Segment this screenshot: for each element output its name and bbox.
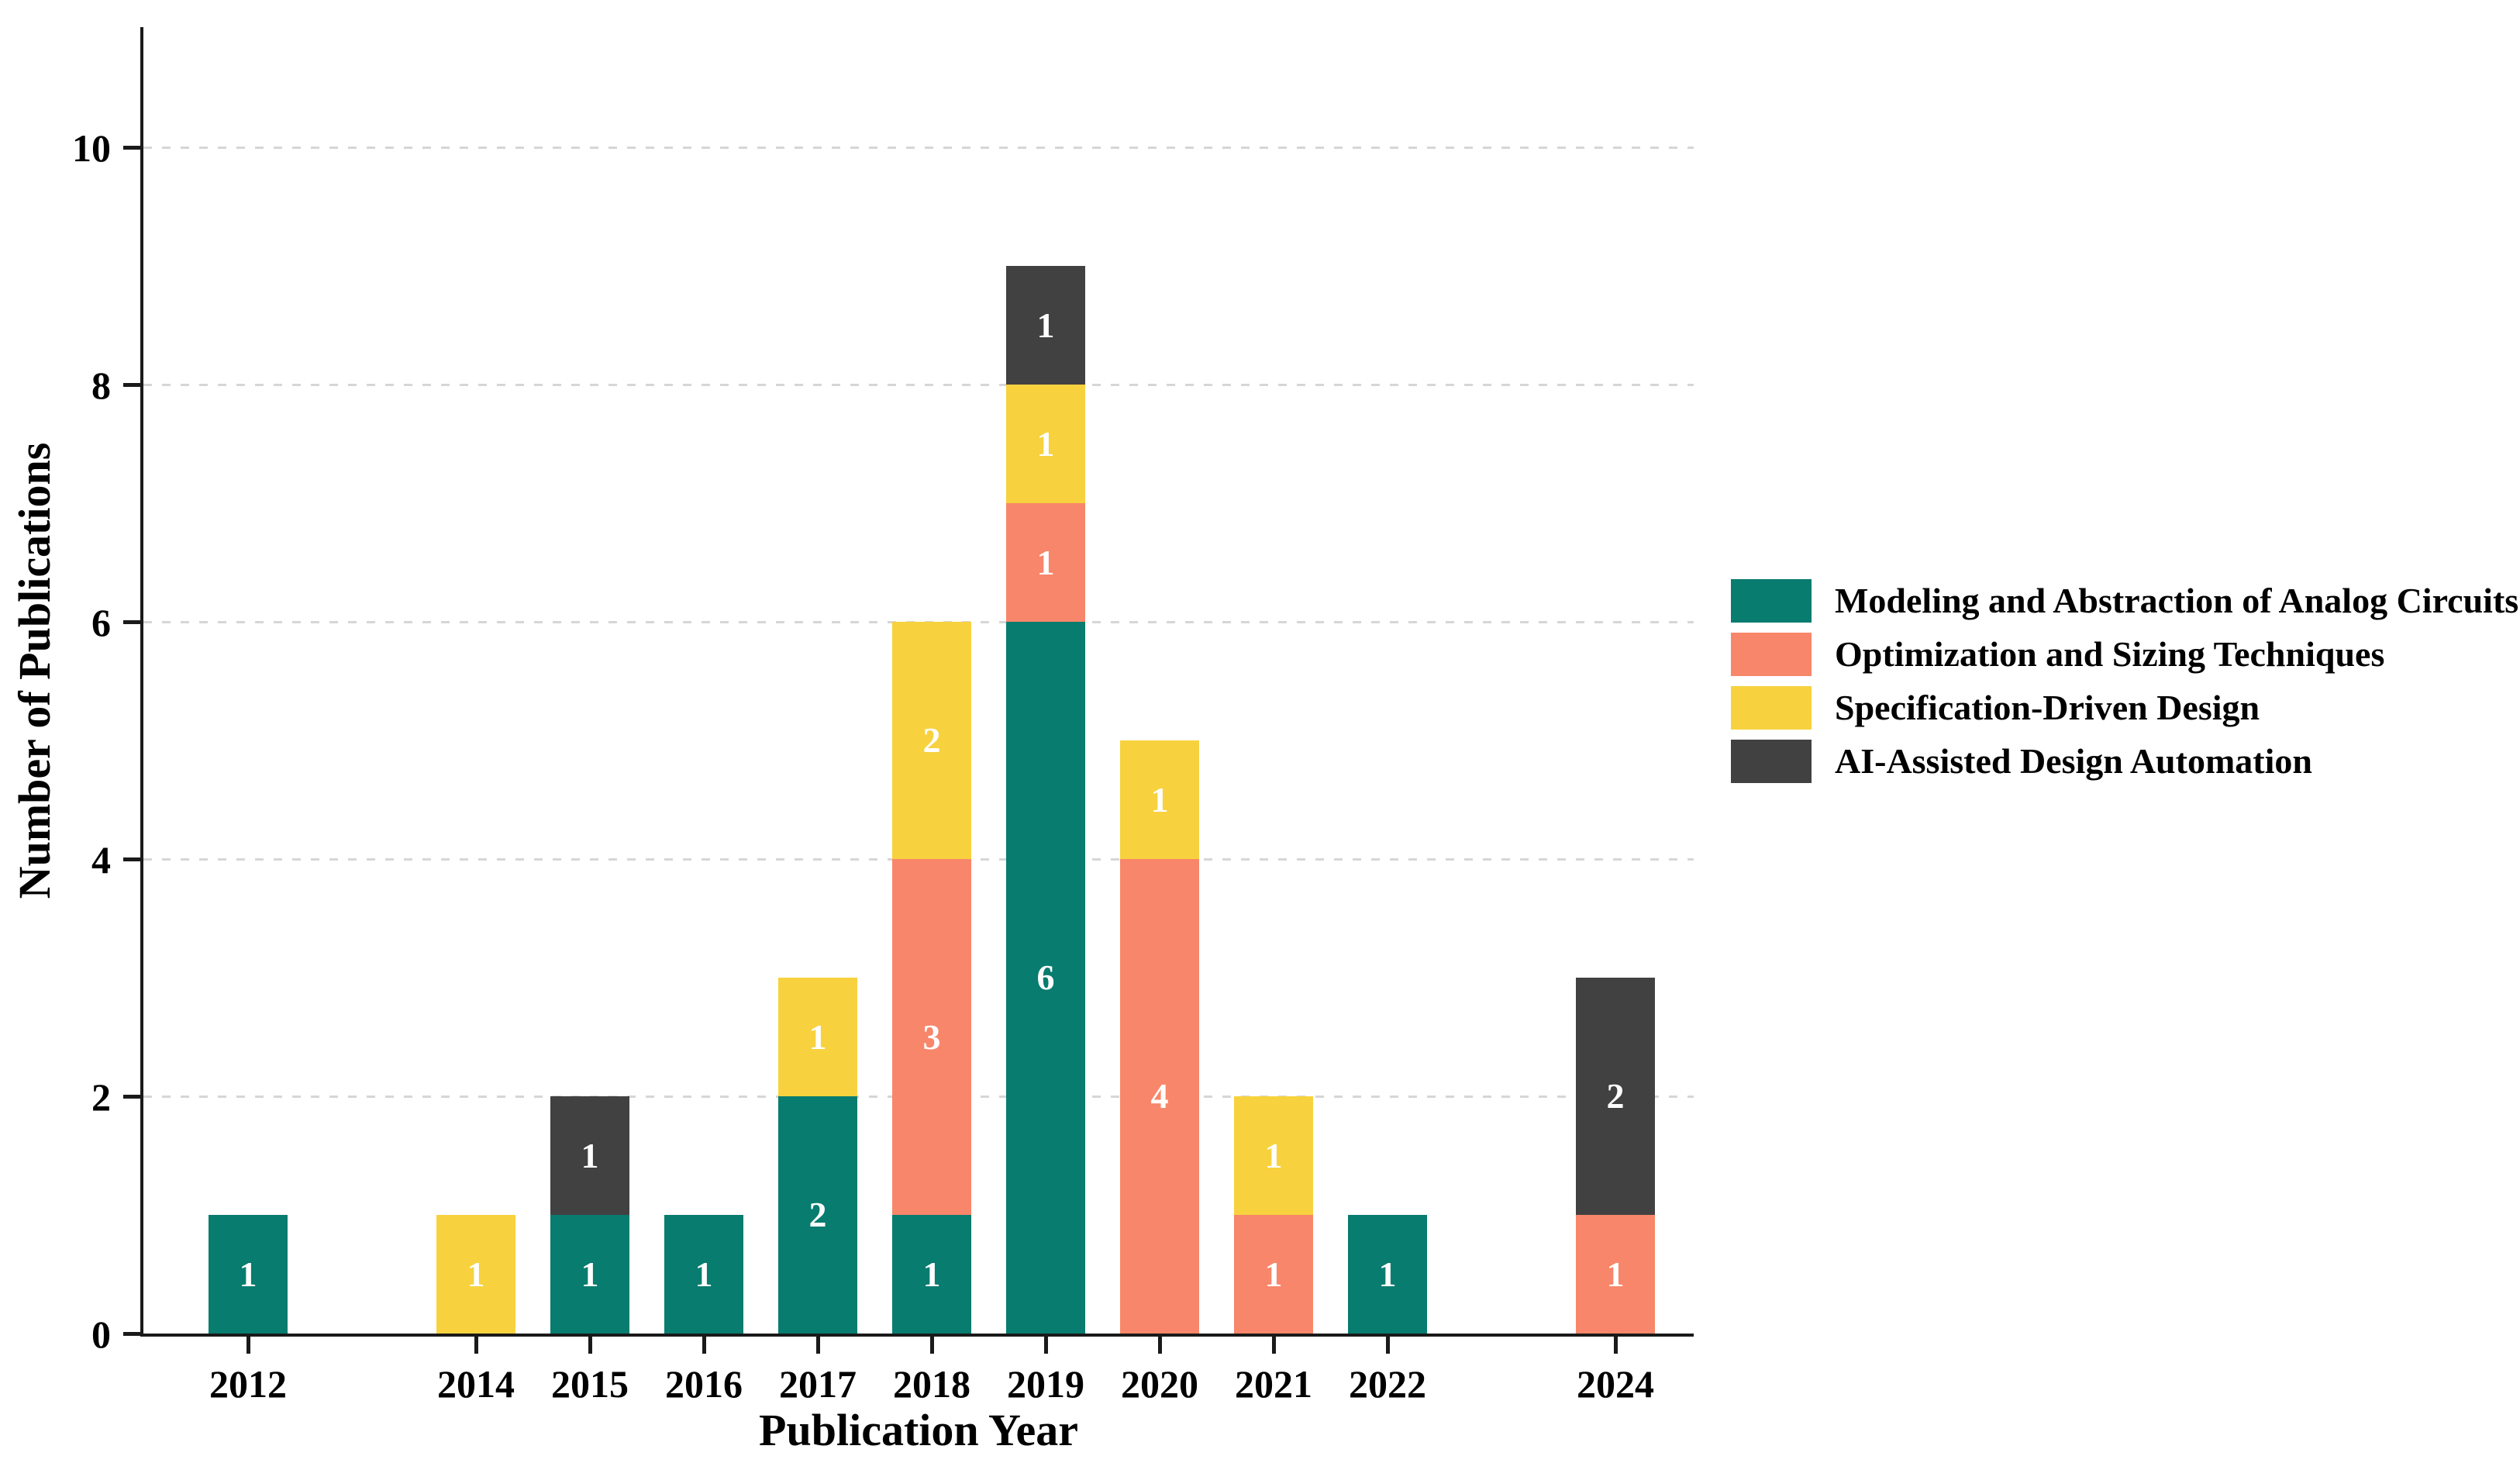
bar-value-label: 1 — [1264, 1254, 1283, 1294]
bar-segment: 1 — [1234, 1096, 1313, 1215]
bar-value-label: 1 — [1036, 542, 1055, 582]
x-tick-label-2020: 2020 — [1121, 1362, 1198, 1406]
bar-segment: 1 — [664, 1215, 743, 1334]
x-tick-mark-2022 — [1386, 1337, 1390, 1354]
y-tick-mark-2 — [123, 1095, 140, 1099]
gridline-y-8 — [143, 384, 1694, 386]
bar-segment: 3 — [892, 859, 971, 1215]
gridline-y-10 — [143, 147, 1694, 149]
x-tick-label-2019: 2019 — [1007, 1362, 1084, 1406]
bar-value-label: 1 — [1264, 1135, 1283, 1175]
bar-segment: 1 — [1234, 1215, 1313, 1334]
y-axis-line — [140, 27, 143, 1337]
legend-swatch — [1731, 686, 1812, 730]
y-tick-mark-0 — [123, 1332, 140, 1336]
x-tick-label-2015: 2015 — [551, 1362, 629, 1406]
bar-segment: 1 — [436, 1215, 515, 1334]
bar-segment: 1 — [892, 1215, 971, 1334]
bar-value-label: 1 — [1150, 779, 1169, 819]
bar-value-label: 1 — [1378, 1254, 1397, 1294]
bar-value-label: 1 — [808, 1016, 827, 1057]
y-tick-mark-10 — [123, 146, 140, 150]
bar-value-label: 1 — [1036, 305, 1055, 345]
x-tick-mark-2016 — [702, 1337, 706, 1354]
legend: Modeling and Abstraction of Analog Circu… — [1731, 579, 2518, 783]
y-tick-label-0: 0 — [91, 1313, 111, 1356]
bar-segment: 2 — [1576, 978, 1655, 1215]
bar-segment: 1 — [209, 1215, 288, 1334]
bar-segment: 1 — [1006, 385, 1085, 503]
x-tick-label-2022: 2022 — [1349, 1362, 1426, 1406]
legend-item: AI-Assisted Design Automation — [1731, 740, 2518, 783]
x-tick-mark-2024 — [1614, 1337, 1618, 1354]
legend-swatch — [1731, 633, 1812, 676]
legend-label: Modeling and Abstraction of Analog Circu… — [1835, 581, 2519, 620]
legend-swatch — [1731, 740, 1812, 783]
x-tick-mark-2018 — [930, 1337, 934, 1354]
bar-segment: 1 — [550, 1215, 629, 1334]
bar-value-label: 6 — [1036, 958, 1055, 997]
x-tick-label-2021: 2021 — [1235, 1362, 1312, 1406]
x-tick-mark-2019 — [1044, 1337, 1048, 1354]
legend-item: Specification-Driven Design — [1731, 686, 2518, 730]
bar-value-label: 1 — [1036, 423, 1055, 464]
bar-value-label: 1 — [1606, 1254, 1625, 1294]
bar-value-label: 2 — [808, 1195, 827, 1234]
x-tick-mark-2017 — [816, 1337, 820, 1354]
legend-label: Specification-Driven Design — [1835, 688, 2260, 727]
x-tick-label-2017: 2017 — [779, 1362, 857, 1406]
legend-label: AI-Assisted Design Automation — [1835, 741, 2312, 781]
y-tick-label-4: 4 — [91, 838, 111, 882]
y-tick-mark-4 — [123, 857, 140, 861]
bar-value-label: 1 — [581, 1135, 599, 1175]
y-tick-mark-6 — [123, 620, 140, 624]
x-axis-line — [140, 1334, 1694, 1337]
x-tick-mark-2015 — [588, 1337, 592, 1354]
x-tick-label-2016: 2016 — [665, 1362, 743, 1406]
bar-value-label: 1 — [467, 1254, 485, 1294]
x-tick-mark-2021 — [1272, 1337, 1276, 1354]
x-tick-mark-2020 — [1158, 1337, 1162, 1354]
bar-segment: 1 — [1348, 1215, 1427, 1334]
bar-value-label: 1 — [239, 1254, 257, 1294]
bar-value-label: 2 — [1606, 1076, 1625, 1116]
legend-label: Optimization and Sizing Techniques — [1835, 634, 2385, 674]
bar-segment: 1 — [1120, 740, 1199, 859]
bar-segment: 4 — [1120, 859, 1199, 1334]
x-tick-label-2018: 2018 — [893, 1362, 970, 1406]
y-tick-label-2: 2 — [91, 1075, 111, 1119]
bar-segment: 1 — [1576, 1215, 1655, 1334]
legend-item: Modeling and Abstraction of Analog Circu… — [1731, 579, 2518, 623]
bar-value-label: 4 — [1150, 1076, 1169, 1116]
bar-segment: 6 — [1006, 622, 1085, 1334]
y-axis-title: Number of Publications — [9, 442, 60, 899]
x-tick-mark-2014 — [474, 1337, 478, 1354]
x-tick-label-2014: 2014 — [437, 1362, 515, 1406]
bar-value-label: 3 — [922, 1016, 941, 1057]
legend-swatch — [1731, 579, 1812, 623]
x-tick-label-2012: 2012 — [209, 1362, 287, 1406]
y-tick-label-8: 8 — [91, 364, 111, 407]
x-tick-mark-2012 — [246, 1337, 250, 1354]
bar-segment: 1 — [550, 1096, 629, 1215]
bar-segment: 1 — [1006, 503, 1085, 622]
bar-value-label: 1 — [581, 1254, 599, 1294]
bar-value-label: 1 — [695, 1254, 713, 1294]
x-tick-label-2024: 2024 — [1577, 1362, 1654, 1406]
bar-segment: 1 — [1006, 266, 1085, 385]
bar-value-label: 1 — [922, 1254, 941, 1294]
y-tick-label-6: 6 — [91, 601, 111, 644]
y-tick-label-10: 10 — [72, 126, 111, 170]
legend-item: Optimization and Sizing Techniques — [1731, 633, 2518, 676]
x-axis-title: Publication Year — [759, 1405, 1078, 1455]
bar-segment: 1 — [778, 978, 857, 1096]
bar-segment: 2 — [892, 622, 971, 859]
bar-value-label: 2 — [922, 720, 941, 760]
y-tick-mark-8 — [123, 383, 140, 387]
bar-segment: 2 — [778, 1096, 857, 1334]
